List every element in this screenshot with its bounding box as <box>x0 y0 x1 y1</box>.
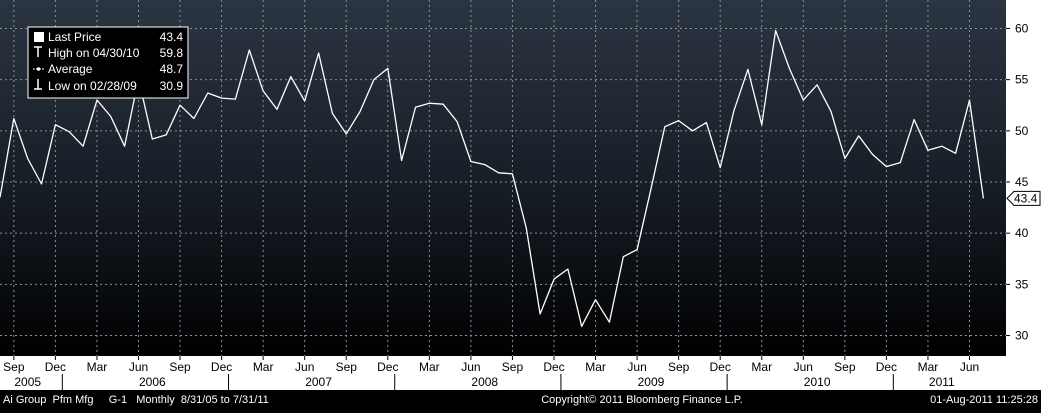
y-tick-label: 60 <box>1015 21 1029 35</box>
y-tick-label: 30 <box>1015 329 1029 343</box>
x-year-label: 2009 <box>638 375 665 389</box>
x-month-label: Sep <box>3 360 25 374</box>
legend-label-high: High on 04/30/10 <box>48 46 140 60</box>
legend-label-last-price: Last Price <box>48 30 102 44</box>
y-tick-label: 55 <box>1015 73 1029 87</box>
footer-right: 01-Aug-2011 11:25:28 <box>930 394 1038 406</box>
last-price-tag: 43.4 <box>1007 191 1040 205</box>
x-month-label: Sep <box>169 360 191 374</box>
last-price-marker-icon <box>34 32 44 42</box>
x-year-label: 2008 <box>471 375 498 389</box>
x-month-label: Dec <box>876 360 897 374</box>
x-month-label: Jun <box>295 360 314 374</box>
x-month-label: Sep <box>502 360 524 374</box>
legend-value-high: 59.8 <box>160 46 184 60</box>
legend-value-last-price: 43.4 <box>160 30 184 44</box>
footer-left: Ai Group Pfm Mfg G-1 Monthly 8/31/05 to … <box>3 394 269 406</box>
x-year-label: 2010 <box>804 375 831 389</box>
x-month-label: Sep <box>336 360 358 374</box>
legend-value-average: 48.7 <box>160 62 184 76</box>
x-month-label: Sep <box>668 360 690 374</box>
x-month-label: Jun <box>627 360 646 374</box>
x-month-label: Dec <box>45 360 66 374</box>
x-month-label: Jun <box>960 360 979 374</box>
y-tick-label: 40 <box>1015 226 1029 240</box>
x-month-label: Mar <box>419 360 440 374</box>
x-year-label: 2011 <box>929 375 955 389</box>
x-month-label: Mar <box>585 360 606 374</box>
x-month-label: Mar <box>751 360 772 374</box>
x-month-label: Dec <box>543 360 564 374</box>
y-tick-label: 50 <box>1015 124 1029 138</box>
y-tick-label: 35 <box>1015 277 1029 291</box>
x-month-label: Jun <box>461 360 480 374</box>
x-month-label: Mar <box>918 360 939 374</box>
legend-value-low: 30.9 <box>160 79 184 93</box>
x-month-label: Dec <box>710 360 731 374</box>
x-month-label: Dec <box>377 360 398 374</box>
x-month-label: Dec <box>211 360 232 374</box>
last-price-tag-label: 43.4 <box>1014 191 1038 205</box>
legend-label-low: Low on 02/28/09 <box>48 79 137 93</box>
x-month-label: Mar <box>253 360 274 374</box>
legend: Last Price 43.4 High on 04/30/10 59.8 Av… <box>28 27 188 98</box>
footer-center: Copyright© 2011 Bloomberg Finance L.P. <box>541 394 743 406</box>
x-year-label: 2006 <box>139 375 166 389</box>
x-year-label: 2005 <box>14 375 41 389</box>
x-month-label: Jun <box>794 360 813 374</box>
legend-label-average: Average <box>48 62 93 76</box>
x-month-label: Mar <box>87 360 108 374</box>
x-year-label: 2007 <box>305 375 332 389</box>
x-month-label: Sep <box>834 360 856 374</box>
y-tick-label: 45 <box>1015 175 1029 189</box>
x-month-label: Jun <box>129 360 148 374</box>
